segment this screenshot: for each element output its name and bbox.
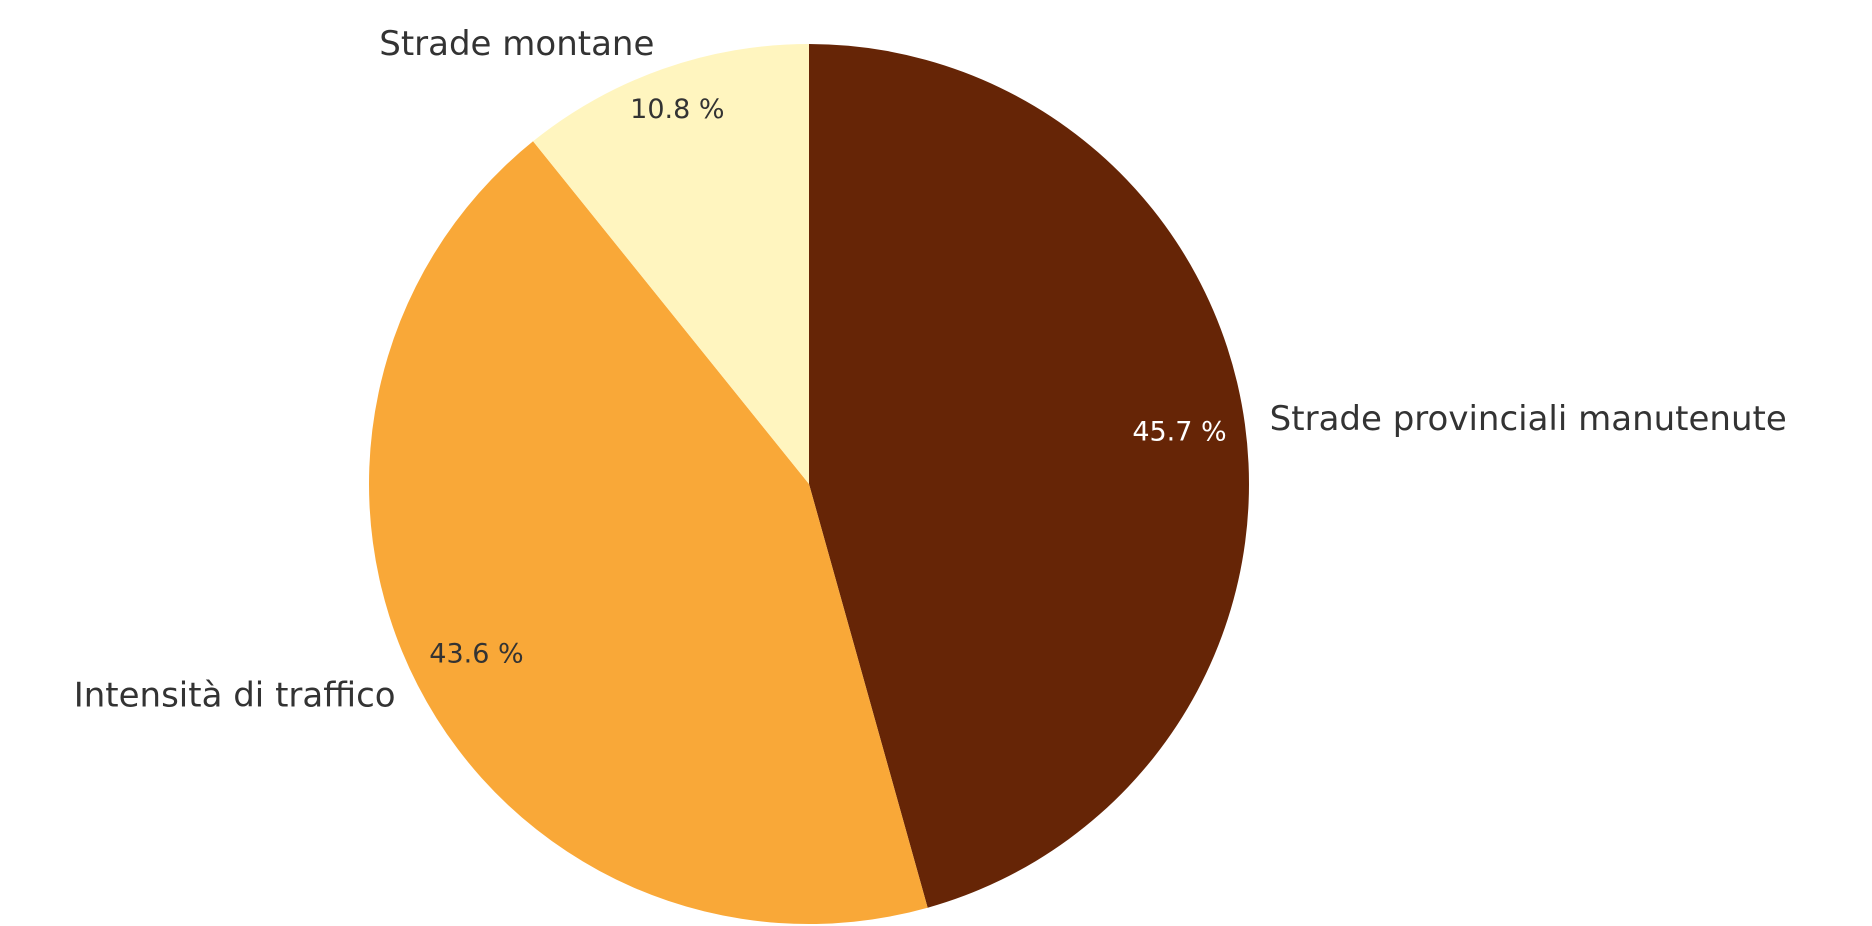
category-label: Strade montane	[379, 24, 654, 64]
pie-slice	[809, 44, 1249, 908]
value-label: 43.6 %	[429, 639, 523, 670]
value-label: 45.7 %	[1132, 417, 1226, 448]
value-label: 10.8 %	[630, 94, 724, 125]
category-label: Intensità di traffico	[74, 675, 396, 715]
pie-slice	[368, 141, 928, 925]
category-label: Strade provinciali manutenute	[1270, 399, 1787, 439]
pie-slice	[533, 44, 809, 484]
